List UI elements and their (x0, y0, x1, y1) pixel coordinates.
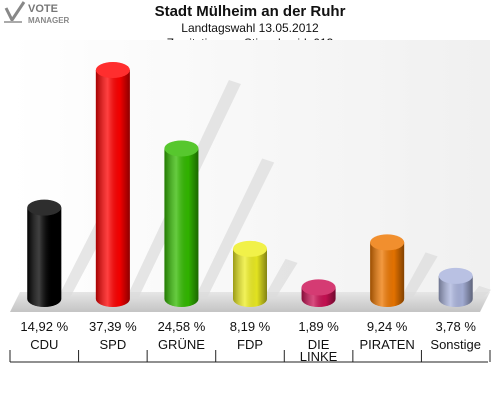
bar-top-highlight (233, 240, 267, 257)
category-label: GRÜNE (158, 337, 205, 352)
logo-mark-icon (4, 1, 26, 23)
logo-text-line2: MANAGER (28, 16, 70, 25)
category-label: CDU (30, 337, 58, 352)
bar-shading (438, 275, 473, 307)
category-label: FDP (237, 337, 263, 352)
bar-top (438, 267, 473, 284)
category-label: DIE (308, 337, 330, 352)
value-label: 1,89 % (298, 319, 339, 334)
chart-subtitle-line1: Landtagswahl 13.05.2012 (181, 21, 319, 35)
bar-shading (164, 148, 199, 307)
bar-top-highlight (164, 140, 199, 157)
bar-top-highlight (370, 234, 405, 251)
category-label: Sonstige (430, 337, 481, 352)
bar-top-highlight (27, 199, 62, 216)
bar-shading (95, 70, 130, 307)
bar-shading (370, 242, 405, 307)
bar-shading (233, 248, 267, 307)
bar-shadow (331, 297, 349, 302)
bar-shadow (468, 285, 492, 299)
value-label: 9,24 % (367, 319, 408, 334)
bar-top (95, 62, 130, 78)
bar-top (27, 199, 62, 216)
bar-top-highlight (438, 267, 473, 284)
vote-manager-logo: VOTE MANAGER (4, 1, 70, 25)
value-label: 8,19 % (230, 319, 271, 334)
bar-top-highlight (301, 279, 336, 296)
bar-top (233, 240, 267, 257)
category-label: SPD (99, 337, 126, 352)
bar-top (301, 279, 336, 296)
category-label: LINKE (300, 349, 338, 364)
value-label: 24,58 % (158, 319, 206, 334)
logo-text-line1: VOTE (28, 3, 58, 15)
category-label: PIRATEN (359, 337, 414, 352)
value-label: 37,39 % (89, 319, 137, 334)
bar-shadow (263, 258, 298, 299)
bar-shadow (194, 158, 275, 299)
chart-title: Stadt Mülheim an der Ruhr (154, 3, 346, 20)
bar-shading (27, 207, 62, 307)
bar-top (164, 140, 199, 157)
bar-top (370, 234, 405, 251)
value-label: 14,92 % (20, 319, 68, 334)
bar-shadow (400, 252, 438, 299)
bar-top-highlight (95, 62, 130, 78)
value-label: 3,78 % (435, 319, 476, 334)
